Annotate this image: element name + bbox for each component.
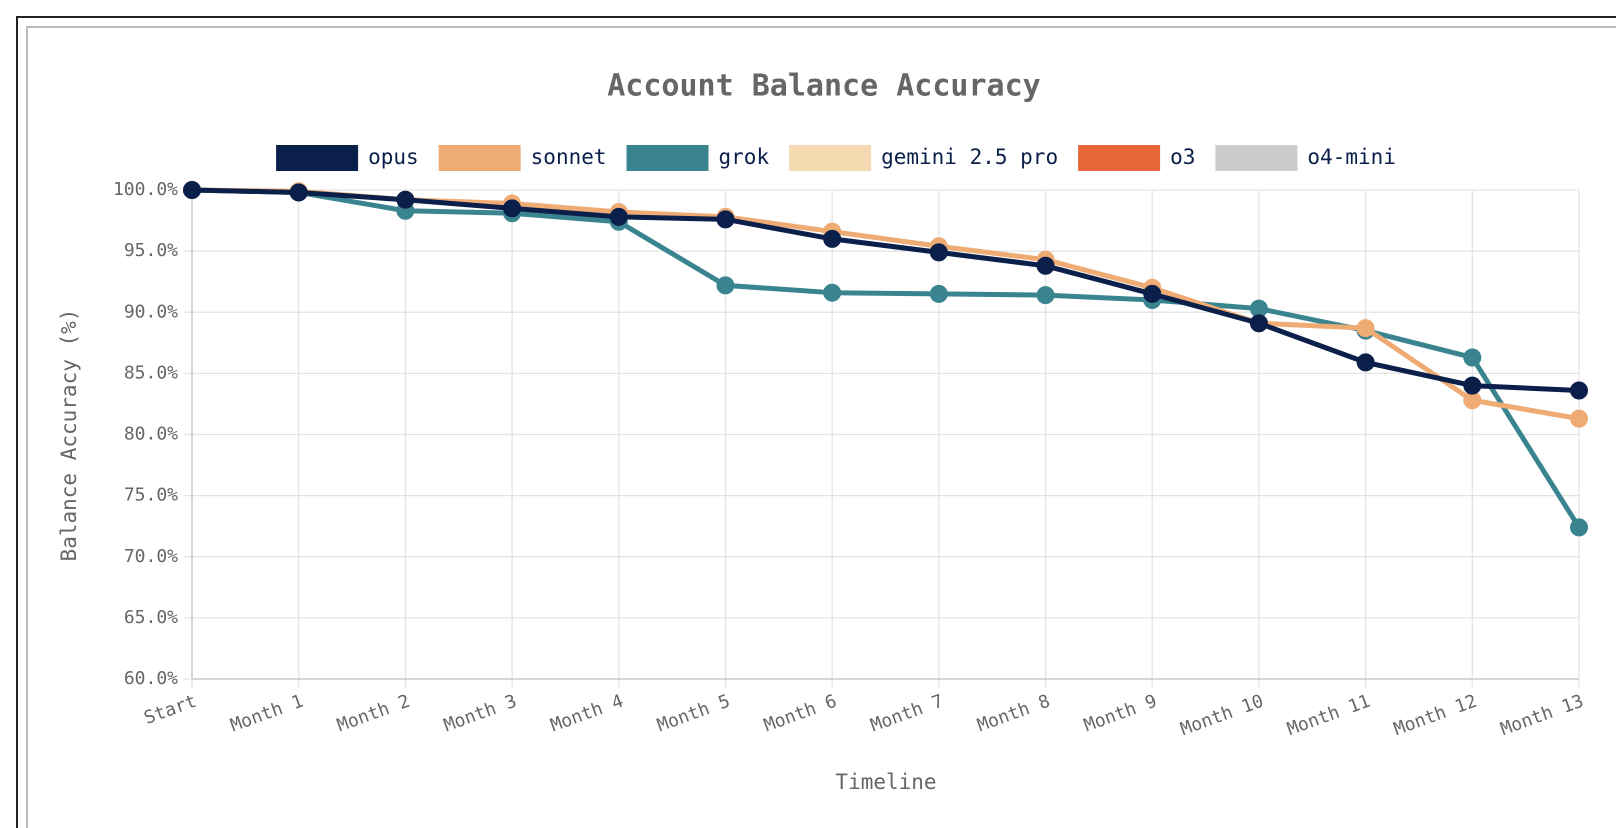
legend-label: grok bbox=[719, 145, 770, 169]
data-point bbox=[1570, 518, 1588, 537]
x-tick-label: Month 3 bbox=[441, 691, 519, 737]
data-point bbox=[1143, 284, 1162, 303]
legend-item: gemini 2.5 pro bbox=[789, 145, 1058, 171]
x-tick-label: Month 12 bbox=[1391, 691, 1480, 740]
x-tick-label: Month 9 bbox=[1081, 691, 1159, 737]
y-tick-label: 60.0% bbox=[124, 668, 178, 689]
x-tick-label: Start bbox=[141, 691, 199, 729]
x-tick-label: Month 6 bbox=[761, 691, 839, 737]
legend-item: o4-mini bbox=[1215, 145, 1396, 171]
legend-swatch bbox=[1215, 145, 1298, 171]
data-point bbox=[823, 229, 842, 248]
y-tick-label: 85.0% bbox=[124, 362, 178, 383]
legend-swatch bbox=[276, 145, 359, 171]
x-axis-title: Timeline bbox=[835, 770, 936, 794]
legend-item: opus bbox=[276, 145, 419, 171]
legend-label: o4-mini bbox=[1307, 145, 1396, 169]
data-point bbox=[503, 199, 522, 218]
y-tick-label: 90.0% bbox=[124, 301, 178, 322]
x-tick-label: Month 11 bbox=[1284, 691, 1373, 740]
y-tick-label: 65.0% bbox=[124, 607, 178, 628]
legend-swatch bbox=[626, 145, 709, 171]
y-tick-label: 100.0% bbox=[113, 179, 178, 200]
x-tick-label: Month 4 bbox=[548, 691, 626, 737]
data-point bbox=[1570, 381, 1588, 400]
outer-frame bbox=[16, 16, 1616, 828]
data-point bbox=[1036, 256, 1055, 275]
x-tick-label: Month 10 bbox=[1178, 691, 1267, 740]
legend-label: sonnet bbox=[531, 145, 607, 169]
data-point bbox=[1356, 319, 1375, 338]
chart-title: Account Balance Accuracy bbox=[607, 69, 1040, 104]
series-line bbox=[191, 187, 1580, 393]
legend-item: sonnet bbox=[438, 145, 607, 171]
data-point bbox=[1036, 286, 1055, 305]
y-tick-label: 80.0% bbox=[124, 424, 178, 445]
data-point bbox=[1356, 353, 1375, 372]
y-axis-title: Balance Accuracy (%) bbox=[57, 309, 81, 562]
x-tick-label: Month 7 bbox=[868, 691, 946, 737]
y-tick-label: 75.0% bbox=[124, 485, 178, 506]
legend-label: opus bbox=[368, 145, 419, 169]
data-point bbox=[289, 183, 308, 202]
legend-item: grok bbox=[626, 145, 770, 171]
x-tick-label: Month 2 bbox=[334, 691, 412, 737]
data-point bbox=[823, 283, 842, 302]
data-point bbox=[183, 181, 201, 199]
inner-frame bbox=[26, 26, 1616, 828]
y-tick-label: 95.0% bbox=[124, 240, 178, 261]
data-point bbox=[396, 190, 415, 209]
data-point bbox=[1249, 314, 1268, 333]
x-tick-label: Month 5 bbox=[654, 691, 732, 737]
legend-label: o3 bbox=[1170, 145, 1195, 169]
data-point bbox=[929, 243, 948, 262]
x-tick-label: Month 1 bbox=[228, 691, 306, 737]
data-point bbox=[1570, 409, 1588, 428]
data-point bbox=[1463, 348, 1482, 367]
legend-swatch bbox=[1078, 145, 1161, 171]
legend-label: gemini 2.5 pro bbox=[881, 145, 1058, 169]
data-point bbox=[716, 210, 735, 229]
data-point bbox=[1463, 376, 1482, 395]
y-tick-label: 70.0% bbox=[124, 546, 178, 567]
data-point bbox=[929, 284, 948, 303]
data-point bbox=[716, 276, 735, 295]
legend-item: o3 bbox=[1078, 145, 1195, 171]
data-point bbox=[609, 207, 628, 226]
x-tick-label: Month 13 bbox=[1498, 691, 1587, 740]
legend-swatch bbox=[438, 145, 521, 171]
series-line bbox=[191, 187, 1580, 422]
x-tick-label: Month 8 bbox=[974, 691, 1052, 737]
legend-swatch bbox=[789, 145, 872, 171]
